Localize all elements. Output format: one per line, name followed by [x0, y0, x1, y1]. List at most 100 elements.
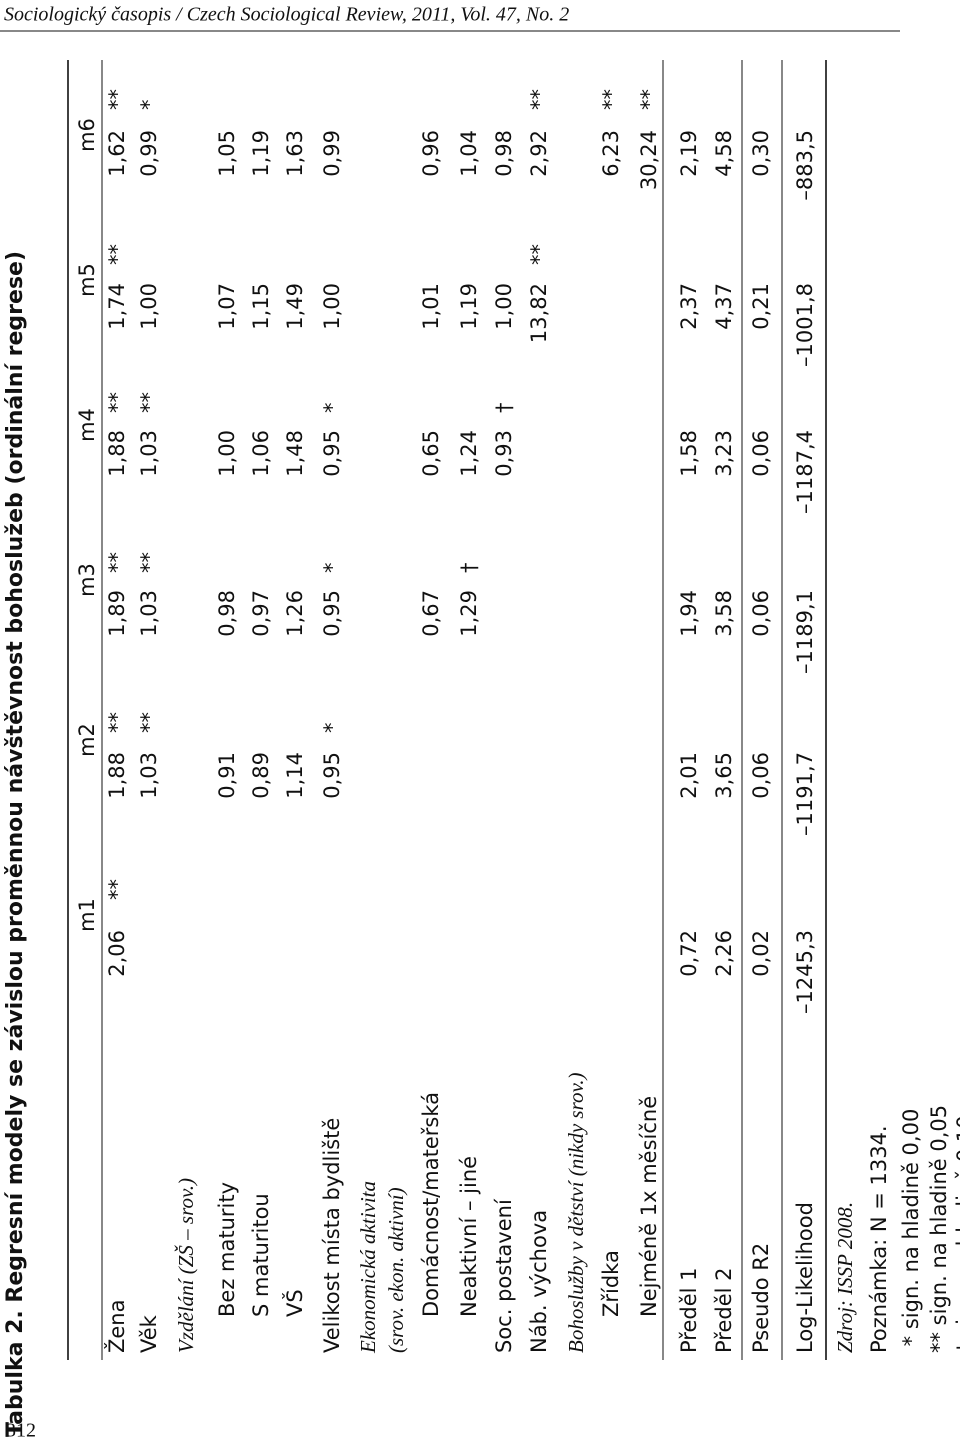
row-label: Zřídka: [599, 1250, 623, 1317]
cell-value: 1,63: [283, 130, 307, 177]
cell-value: 0,06: [749, 752, 773, 799]
cell-value: 1,29: [457, 590, 481, 637]
cell-value: 0,65: [419, 430, 443, 477]
cell-value: 0,99: [320, 130, 344, 177]
cell-value: 0,91: [215, 752, 239, 799]
journal-header: Sociologický časopis / Czech Sociologica…: [4, 4, 569, 26]
row-label: Bez maturity: [215, 1182, 239, 1317]
cell-value: 1,04: [457, 130, 481, 177]
cell-value: 0,02: [749, 930, 773, 977]
cell-value: 1,74: [105, 283, 129, 330]
table-note: † sign. na hladině 0,10: [953, 1115, 960, 1353]
significance: **: [527, 89, 551, 110]
column-header: m4: [75, 408, 99, 442]
significance: **: [105, 879, 129, 900]
cell-value: 1,58: [677, 430, 701, 477]
significance: **: [527, 244, 551, 265]
row-label: Log-Likelihood: [793, 1202, 817, 1353]
cell-value: –1001,8: [793, 283, 817, 367]
table-note: * sign. na hladině 0,00: [899, 1109, 923, 1353]
page-number: 312: [6, 1420, 36, 1442]
table-title: Tabulka 2. Regresní modely se závislou p…: [3, 251, 28, 1437]
significance: **: [137, 392, 161, 413]
cell-value: 2,92: [527, 130, 551, 177]
significance: **: [105, 89, 129, 110]
cell-value: 3,65: [712, 752, 736, 799]
cell-value: –1191,7: [793, 752, 817, 836]
significance: **: [105, 392, 129, 413]
row-label: Žena: [104, 1300, 129, 1353]
row-label: Nejméně 1x měsíčně: [637, 1096, 661, 1317]
cell-value: 0,93: [492, 430, 516, 477]
significance: **: [105, 244, 129, 265]
row-label: Ekonomická aktivita: [356, 1181, 380, 1354]
row-label: Věk: [137, 1314, 161, 1353]
row-label: Soc. postavení: [492, 1198, 516, 1353]
cell-value: 0,95: [320, 590, 344, 637]
cell-value: 1,94: [677, 590, 701, 637]
column-header: m3: [75, 563, 99, 597]
cell-value: 4,58: [712, 130, 736, 177]
significance: **: [137, 712, 161, 733]
cell-value: –883,5: [793, 130, 817, 201]
cell-value: 1,00: [137, 283, 161, 330]
row-label: Bohoslužby v dětství (nikdy srov.): [564, 1072, 588, 1353]
cell-value: 1,19: [457, 283, 481, 330]
cell-value: 1,15: [249, 283, 273, 330]
row-label: Náb. výchova: [527, 1210, 551, 1353]
cell-value: 0,21: [749, 283, 773, 330]
cell-value: 0,96: [419, 130, 443, 177]
column-header: m6: [75, 118, 99, 152]
significance: **: [105, 712, 129, 733]
cell-value: 0,30: [749, 130, 773, 177]
column-header: m5: [75, 263, 99, 297]
cell-value: 1,05: [215, 130, 239, 177]
row-label: Domácnost/mateřská: [419, 1092, 443, 1317]
cell-value: 2,06: [105, 930, 129, 977]
cell-value: 1,14: [283, 752, 307, 799]
cell-value: 30,24: [637, 130, 661, 190]
cell-value: 0,98: [492, 130, 516, 177]
table-note: Zdroj: ISSP 2008.: [833, 1202, 857, 1353]
cell-value: 4,37: [712, 283, 736, 330]
row-label: Předěl 2: [712, 1267, 736, 1353]
column-header: m1: [75, 898, 99, 932]
cell-value: 1,62: [105, 130, 129, 177]
cell-value: –1245,3: [793, 930, 817, 1014]
cell-value: 2,19: [677, 130, 701, 177]
cell-value: 3,23: [712, 430, 736, 477]
significance: †: [492, 403, 516, 414]
cell-value: –1189,1: [793, 590, 817, 674]
significance: *: [137, 100, 161, 111]
row-label: (srov. ekon. aktivní): [384, 1187, 408, 1353]
cell-value: 2,01: [677, 752, 701, 799]
cell-value: 1,48: [283, 430, 307, 477]
significance: †: [457, 563, 481, 574]
cell-value: 13,82: [527, 283, 551, 343]
significance: *: [320, 723, 344, 734]
cell-value: 0,89: [249, 752, 273, 799]
cell-value: 1,00: [215, 430, 239, 477]
cell-value: 0,67: [419, 590, 443, 637]
significance: *: [320, 403, 344, 414]
significance: **: [137, 552, 161, 573]
cell-value: –1187,4: [793, 430, 817, 514]
row-label: Pseudo R2: [749, 1243, 773, 1353]
cell-value: 1,49: [283, 283, 307, 330]
cell-value: 0,95: [320, 752, 344, 799]
significance: *: [320, 563, 344, 574]
row-label: VŠ: [282, 1289, 307, 1317]
cell-value: 1,19: [249, 130, 273, 177]
rotated-table: Tabulka 2. Regresní modely se závislou p…: [3, 60, 960, 1437]
cell-value: 1,88: [105, 752, 129, 799]
cell-value: 3,58: [712, 590, 736, 637]
cell-value: 1,03: [137, 590, 161, 637]
cell-value: 2,37: [677, 283, 701, 330]
row-label: Neaktivní – jiné: [457, 1156, 481, 1317]
cell-value: 1,89: [105, 590, 129, 637]
cell-value: 0,72: [677, 930, 701, 977]
significance: **: [637, 89, 661, 110]
row-label: S maturitou: [249, 1193, 273, 1317]
cell-value: 0,06: [749, 590, 773, 637]
